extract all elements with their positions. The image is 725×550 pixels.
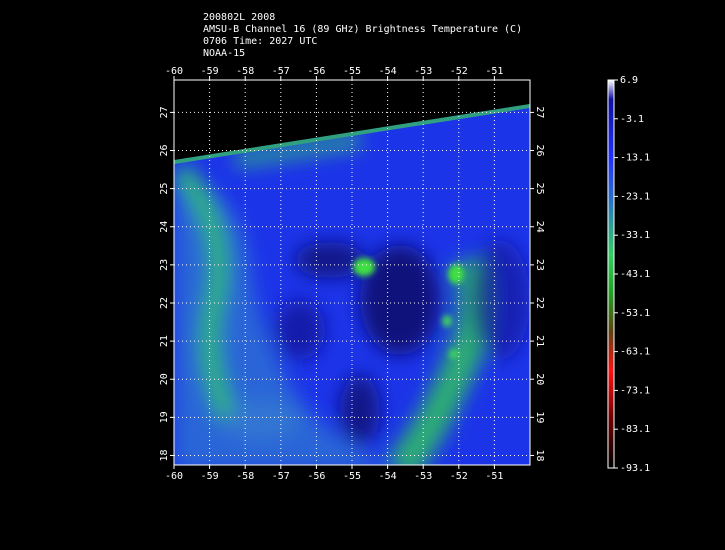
colorbar-label: -53.1: [620, 308, 650, 319]
lon-label: -53: [414, 66, 432, 77]
lat-label: 27: [159, 106, 170, 118]
lat-label: 18: [159, 449, 170, 461]
lat-label: 25: [159, 183, 170, 195]
colorbar-label: -33.1: [620, 230, 650, 241]
lon-label: -58: [236, 471, 254, 482]
header-line: 0706 Time: 2027 UTC: [203, 36, 317, 47]
colorbar-label: -3.1: [620, 114, 644, 125]
lon-label: -58: [236, 66, 254, 77]
lon-label: -53: [414, 471, 432, 482]
colorbar-label: 6.9: [620, 75, 638, 86]
lon-label: -60: [165, 471, 183, 482]
colorbar: [607, 79, 615, 469]
lat-label: 22: [534, 297, 545, 309]
colorbar-label: -13.1: [620, 153, 650, 164]
lon-label: -59: [201, 471, 219, 482]
lon-label: -57: [272, 66, 290, 77]
lon-label: -54: [379, 66, 397, 77]
lat-label: 18: [534, 449, 545, 461]
lat-label: 19: [159, 411, 170, 423]
lon-label: -56: [307, 471, 325, 482]
lat-label: 23: [534, 259, 545, 271]
lat-label: 26: [159, 144, 170, 156]
lat-label: 27: [534, 106, 545, 118]
colorbar-label: -23.1: [620, 191, 650, 202]
lon-label: -55: [343, 66, 361, 77]
lon-label: -57: [272, 471, 290, 482]
header-line: 200802L 2008: [203, 12, 275, 23]
lon-label: -52: [450, 66, 468, 77]
header-line: NOAA-15: [203, 48, 245, 59]
lat-label: 20: [159, 373, 170, 385]
lon-label: -54: [379, 471, 397, 482]
lon-label: -51: [485, 66, 503, 77]
colorbar-label: -83.1: [620, 424, 650, 435]
lat-label: 23: [159, 259, 170, 271]
lat-label: 20: [534, 373, 545, 385]
satellite-image: [174, 80, 530, 465]
lon-label: -56: [307, 66, 325, 77]
lat-label: 24: [534, 221, 545, 233]
lon-label: -52: [450, 471, 468, 482]
lat-label: 21: [159, 335, 170, 347]
lat-label: 21: [534, 335, 545, 347]
lat-label: 19: [534, 411, 545, 423]
colorbar-label: -43.1: [620, 269, 650, 280]
lat-label: 26: [534, 144, 545, 156]
header-line: AMSU-B Channel 16 (89 GHz) Brightness Te…: [203, 24, 522, 35]
lon-label: -51: [485, 471, 503, 482]
colorbar-label: -93.1: [620, 463, 650, 474]
colorbar-label: -73.1: [620, 385, 650, 396]
colorbar-label: -63.1: [620, 347, 650, 358]
lat-label: 25: [534, 183, 545, 195]
lat-label: 24: [159, 221, 170, 233]
lon-label: -60: [165, 66, 183, 77]
lon-label: -55: [343, 471, 361, 482]
lon-label: -59: [201, 66, 219, 77]
lat-label: 22: [159, 297, 170, 309]
